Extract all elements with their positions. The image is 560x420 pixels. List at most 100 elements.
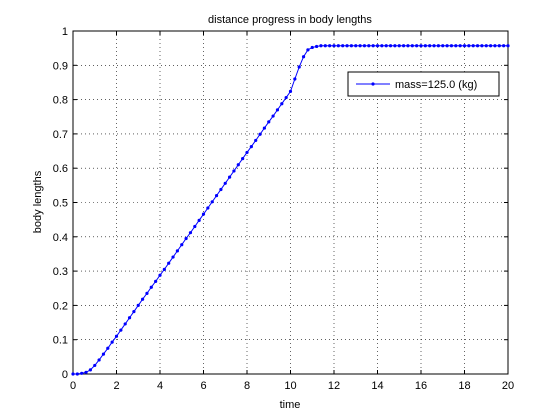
data-point	[306, 48, 310, 52]
data-point	[497, 44, 501, 48]
data-point	[249, 144, 253, 149]
x-axis-label: time	[280, 399, 301, 411]
data-point	[228, 175, 232, 179]
data-point	[254, 138, 258, 143]
y-tick-label: 0.6	[53, 163, 68, 175]
data-point	[167, 261, 171, 265]
data-point	[175, 249, 179, 253]
data-point	[119, 328, 123, 332]
y-tick-label: 0	[62, 369, 68, 381]
data-point	[180, 243, 184, 247]
data-point	[345, 44, 349, 48]
x-tick-label: 2	[113, 380, 119, 392]
data-point	[367, 44, 371, 48]
data-point	[184, 236, 188, 241]
y-tick-label: 1	[62, 26, 68, 38]
data-point	[297, 65, 301, 69]
x-tick-label: 18	[458, 380, 470, 392]
data-point	[410, 44, 414, 48]
x-tick-label: 12	[328, 380, 340, 392]
data-point	[419, 44, 423, 48]
x-tick-label: 0	[70, 380, 76, 392]
data-point	[141, 297, 145, 301]
data-point	[280, 102, 284, 106]
legend-marker-sample	[371, 82, 375, 86]
data-point	[371, 44, 375, 48]
data-point	[106, 346, 110, 350]
data-point	[354, 44, 358, 48]
data-point	[88, 368, 92, 372]
data-point	[84, 370, 88, 374]
data-point	[171, 255, 175, 259]
data-point	[445, 44, 449, 48]
x-tick-label: 4	[157, 380, 163, 392]
data-point	[319, 44, 323, 48]
x-tick-label: 14	[371, 380, 383, 392]
x-tick-label: 16	[415, 380, 427, 392]
data-point	[480, 44, 484, 48]
data-point	[271, 114, 275, 118]
data-point	[236, 163, 240, 167]
data-point	[193, 224, 197, 229]
data-point	[310, 45, 314, 50]
data-point	[149, 285, 153, 289]
data-point	[188, 231, 193, 235]
data-point	[241, 157, 245, 161]
x-tick-label: 10	[284, 380, 296, 392]
data-point	[210, 200, 214, 204]
data-point	[275, 108, 280, 112]
data-point	[101, 352, 106, 356]
data-point	[223, 181, 227, 185]
data-point	[449, 44, 454, 48]
chart-title: distance progress in body lengths	[208, 14, 372, 26]
data-point	[436, 44, 440, 48]
data-point	[428, 44, 432, 48]
data-point	[432, 44, 436, 48]
data-point	[145, 291, 149, 295]
data-point	[284, 95, 288, 100]
data-point	[206, 206, 210, 210]
y-tick-label: 0.8	[53, 95, 68, 107]
data-point	[232, 169, 236, 173]
data-point	[493, 44, 497, 48]
ticks: 0 2 4 6 8 10 12 14 16 18 20 0 0.1 0.2 0.3 0.4 0.5 0.6 0.7 0…	[53, 26, 514, 392]
data-point	[402, 44, 406, 48]
data-point	[328, 44, 332, 48]
x-tick-label: 20	[502, 380, 514, 392]
legend-entry-label: mass=125.0 (kg)	[395, 79, 477, 91]
data-point	[71, 372, 75, 376]
data-point	[506, 44, 510, 48]
data-point	[315, 44, 319, 49]
y-tick-label: 0.7	[53, 129, 68, 141]
data-point	[219, 187, 223, 192]
data-point	[258, 132, 262, 136]
data-point	[154, 279, 158, 283]
x-tick-label: 8	[244, 380, 250, 392]
data-point	[484, 44, 488, 48]
x-tick-label: 6	[200, 380, 206, 392]
data-point	[97, 358, 101, 362]
y-tick-label: 0.2	[53, 300, 68, 312]
data-point	[349, 44, 353, 48]
y-tick-label: 0.5	[53, 198, 68, 210]
data-point	[384, 44, 388, 48]
data-point	[489, 44, 493, 48]
grid	[73, 31, 508, 374]
data-point	[471, 44, 475, 48]
y-tick-label: 0.3	[53, 266, 68, 278]
data-point	[127, 316, 132, 320]
data-point	[114, 334, 119, 338]
data-point	[323, 44, 327, 48]
data-point	[80, 371, 84, 375]
data-point	[158, 273, 162, 277]
data-point	[201, 212, 206, 216]
y-tick-label: 0.4	[53, 232, 68, 244]
data-point	[214, 194, 219, 198]
data-point	[75, 372, 79, 376]
data-point	[332, 44, 336, 48]
data-point	[475, 44, 480, 48]
y-axis-label: body lengths	[32, 170, 44, 233]
data-point	[458, 44, 462, 48]
data-point	[380, 44, 384, 48]
